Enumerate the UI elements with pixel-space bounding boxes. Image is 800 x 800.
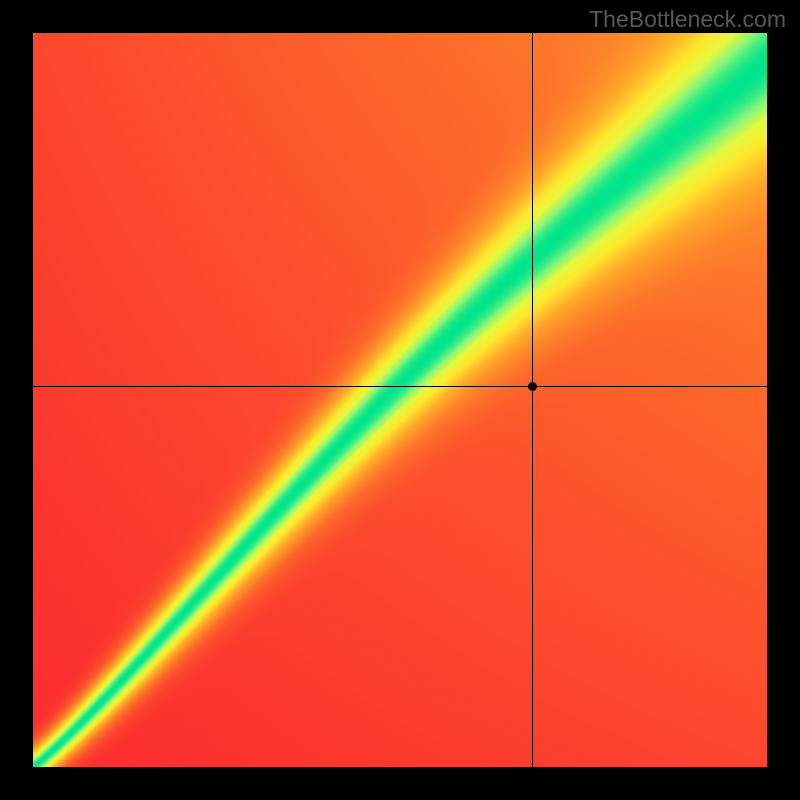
bottleneck-heatmap [33, 33, 767, 767]
watermark-text: TheBottleneck.com [589, 6, 786, 33]
crosshair-horizontal [33, 386, 767, 387]
crosshair-vertical [532, 33, 533, 767]
chart-container: TheBottleneck.com [0, 0, 800, 800]
crosshair-marker [528, 382, 537, 391]
